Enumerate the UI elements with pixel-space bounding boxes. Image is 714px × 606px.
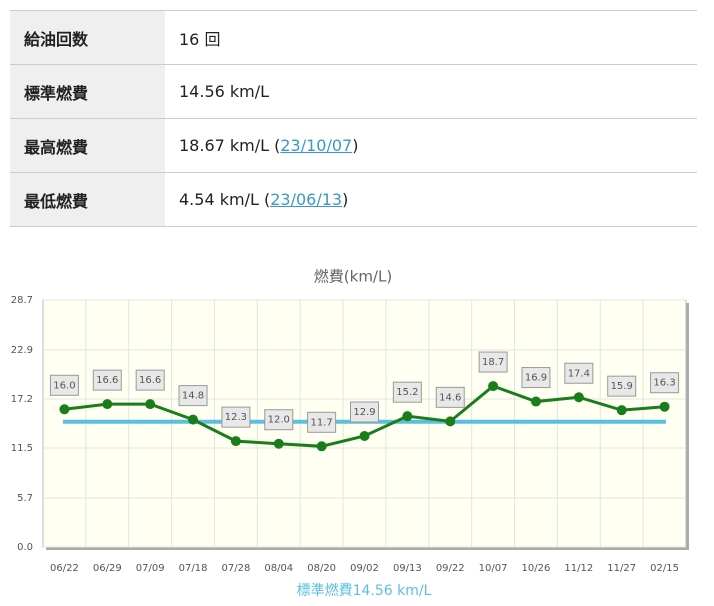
point: [273, 438, 284, 449]
data-label: 11.7: [311, 417, 333, 428]
point: [145, 399, 156, 410]
point: [402, 411, 413, 422]
row-value: 4.54 km/L (23/06/13): [165, 172, 697, 227]
x-tick-label: 11/27: [607, 563, 636, 574]
x-tick-label: 06/29: [93, 563, 122, 574]
x-tick-label: 10/07: [479, 563, 508, 574]
date-link[interactable]: 23/10/07: [280, 136, 353, 155]
point: [59, 404, 70, 415]
value-text: 4.54 km/L (: [179, 190, 271, 209]
x-tick-label: 07/09: [136, 563, 165, 574]
point: [316, 441, 327, 452]
row-label: 最高燃費: [10, 118, 165, 173]
data-label: 16.9: [525, 373, 547, 384]
x-tick-label: 07/28: [221, 563, 250, 574]
y-tick-label: 22.9: [11, 345, 33, 356]
label-box: [49, 374, 79, 396]
label-box: [307, 411, 337, 433]
y-tick-label: 28.7: [11, 295, 33, 306]
x-tick-label: 06/22: [50, 563, 79, 574]
label-box: [135, 369, 165, 391]
label-box: [650, 372, 680, 394]
value-text: 16 回: [179, 29, 221, 49]
label-box: [350, 401, 379, 423]
y-tick-label: 5.7: [17, 493, 33, 504]
summary-table: 給油回数 16 回標準燃費 14.56 km/L 最高燃費 18.67 km/L (23…: [10, 10, 697, 227]
label-box: [264, 409, 294, 431]
point: [616, 405, 627, 416]
point: [659, 401, 670, 412]
data-label: 16.3: [653, 378, 675, 389]
data-label: 12.0: [268, 415, 290, 426]
point: [230, 436, 241, 447]
data-label: 12.9: [353, 407, 375, 418]
data-label: 14.8: [182, 391, 204, 402]
x-tick-label: 11/12: [564, 563, 593, 574]
label-box: [564, 362, 594, 384]
data-label: 17.4: [568, 368, 590, 379]
chart-title: 燃費(km/L): [314, 268, 392, 286]
x-tick-label: 09/13: [393, 563, 422, 574]
label-box: [92, 369, 122, 391]
point: [488, 381, 499, 392]
table-row: 標準燃費 14.56 km/L: [10, 64, 697, 119]
data-label: 15.9: [611, 381, 633, 392]
value-text: 18.67 km/L (: [179, 136, 281, 155]
label-box: [435, 386, 465, 408]
reference-label: 標準燃費14.56 km/L: [297, 582, 432, 599]
data-label: 18.7: [482, 357, 504, 368]
data-label: 16.0: [53, 380, 75, 391]
x-tick-label: 10/26: [522, 563, 551, 574]
value-suffix: ): [342, 190, 349, 209]
value-suffix: ): [352, 136, 359, 155]
date-link[interactable]: 23/06/13: [270, 190, 343, 209]
row-label: 標準燃費: [10, 64, 165, 119]
label-box: [178, 385, 208, 407]
x-tick-label: 02/15: [650, 563, 679, 574]
row-label: 給油回数: [10, 10, 165, 65]
point: [530, 396, 541, 407]
point: [102, 399, 113, 410]
label-box: [221, 406, 251, 428]
table-row: 最高燃費 18.67 km/L (23/10/07): [10, 118, 697, 173]
data-label: 12.3: [225, 412, 247, 423]
table-row: 最低燃費 4.54 km/L (23/06/13): [10, 172, 697, 227]
x-tick-label: 09/22: [436, 563, 465, 574]
label-box: [392, 381, 422, 403]
label-box: [521, 367, 551, 389]
data-label: 16.6: [96, 375, 118, 386]
row-value: 16 回: [165, 10, 697, 65]
point: [359, 430, 370, 441]
point: [188, 414, 199, 425]
x-tick-label: 08/20: [307, 563, 336, 574]
point: [445, 416, 456, 427]
value-text: 14.56 km/L: [179, 82, 270, 101]
row-value: 14.56 km/L: [165, 64, 697, 119]
y-tick-label: 17.2: [11, 394, 33, 405]
x-tick-label: 09/02: [350, 563, 379, 574]
y-tick-label: 0.0: [17, 542, 33, 553]
table-row: 給油回数 16 回: [10, 10, 697, 65]
chart: 燃費(km/L) 0.0 5.7 11.5 17.2 22.9 28.7 06/22 06/2…: [11, 268, 689, 599]
data-label: 16.6: [139, 375, 161, 386]
data-label: 15.2: [396, 387, 418, 398]
y-tick-label: 11.5: [11, 443, 33, 454]
data-label: 14.6: [439, 392, 461, 403]
row-label: 最低燃費: [10, 172, 165, 227]
point: [573, 392, 584, 403]
x-tick-label: 07/18: [179, 563, 208, 574]
label-box: [607, 375, 637, 397]
label-box: [478, 351, 508, 373]
row-value: 18.67 km/L (23/10/07): [165, 118, 697, 173]
x-tick-label: 08/04: [264, 563, 293, 574]
